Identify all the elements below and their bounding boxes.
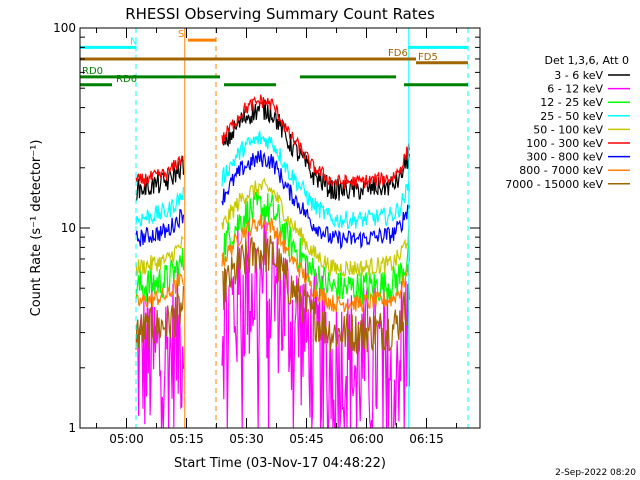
series-800-7000-kev — [135, 214, 410, 314]
legend-label: 3 - 6 keV — [554, 69, 603, 82]
legend-label: 300 - 800 keV — [526, 151, 603, 164]
status-bar-fd6: FD6 — [80, 48, 416, 61]
legend-label: 7000 - 15000 keV — [505, 178, 603, 191]
series-trace — [135, 248, 185, 302]
status-bar-rd6: RD6 — [80, 74, 468, 87]
status-label: N — [130, 36, 137, 47]
legend-entry: 50 - 100 keV — [533, 123, 630, 136]
series-trace — [135, 264, 185, 428]
x-tick-label: 06:00 — [349, 432, 384, 446]
series-7000-15000-kev — [135, 234, 410, 354]
legend-entry: 300 - 800 keV — [526, 151, 630, 164]
series-trace — [221, 129, 410, 230]
legend-entry: 6 - 12 keV — [547, 83, 630, 96]
series-trace — [221, 191, 410, 307]
series-3-6-kev — [135, 99, 410, 202]
x-tick-label: 05:30 — [229, 432, 264, 446]
status-bar-s: S — [178, 29, 216, 42]
axes: 05:00 05:15 05:30 05:45 06:00 06:15 1 10 100 — [53, 21, 481, 446]
status-bar-fd5: FD5 — [416, 52, 468, 65]
series-trace — [221, 149, 410, 250]
series-trace — [135, 235, 184, 276]
chart-title: RHESSI Observing Summary Count Rates — [125, 5, 435, 23]
series-trace — [221, 99, 410, 201]
series-trace — [135, 155, 185, 187]
legend-header: Det 1,3,6, Att 0 — [545, 54, 629, 67]
footer-timestamp: 2-Sep-2022 08:20 — [555, 468, 636, 478]
legend-entry: 25 - 50 keV — [540, 110, 630, 123]
series-25-50-kev — [135, 129, 410, 230]
y-tick-label: 1 — [68, 421, 76, 435]
legend-entry: 7000 - 15000 keV — [505, 178, 630, 191]
series-trace — [221, 234, 410, 354]
series-trace — [135, 187, 185, 227]
series-50-100-kev — [135, 177, 410, 278]
x-tick-label: 05:45 — [289, 432, 324, 446]
status-label: RD6 — [116, 74, 137, 85]
x-tick-label: 06:15 — [409, 432, 444, 446]
legend-entry: 3 - 6 keV — [554, 69, 630, 82]
status-label: S — [178, 29, 184, 40]
series-trace — [135, 272, 185, 309]
x-tick-label: 05:15 — [169, 432, 204, 446]
plot-area — [135, 94, 410, 428]
legend-label: 25 - 50 keV — [540, 110, 603, 123]
status-label: RD0 — [82, 66, 103, 77]
y-tick-label: 10 — [61, 221, 76, 235]
series-100-300-kev — [135, 94, 410, 189]
series-trace — [221, 94, 410, 189]
status-label: FD6 — [388, 48, 408, 59]
legend-entry: 12 - 25 keV — [540, 96, 630, 109]
status-bar-rd0: RD0 — [80, 66, 396, 79]
legend-label: 100 - 300 keV — [526, 137, 603, 150]
y-tick-label: 100 — [53, 21, 76, 35]
series-layer — [135, 94, 410, 428]
series-trace — [135, 155, 185, 202]
x-axis-title: Start Time (03-Nov-17 04:48:22) — [174, 456, 386, 471]
legend-entry: 100 - 300 keV — [526, 137, 630, 150]
legend-label: 50 - 100 keV — [533, 123, 603, 136]
series-trace — [221, 177, 410, 278]
status-bar-n: N — [80, 36, 468, 49]
series-300-800-kev — [135, 149, 410, 250]
series-trace — [135, 208, 185, 247]
series-trace — [135, 285, 185, 350]
legend-label: 800 - 7000 keV — [519, 164, 603, 177]
legend-label: 12 - 25 keV — [540, 96, 603, 109]
status-label: FD5 — [418, 52, 438, 63]
y-axis-title: Count Rate (s⁻¹ detector⁻¹) — [29, 140, 44, 317]
legend-label: 6 - 12 keV — [547, 83, 603, 96]
legend-entry: 800 - 7000 keV — [519, 164, 630, 177]
x-tick-label: 05:00 — [109, 432, 144, 446]
series-trace — [221, 214, 410, 314]
